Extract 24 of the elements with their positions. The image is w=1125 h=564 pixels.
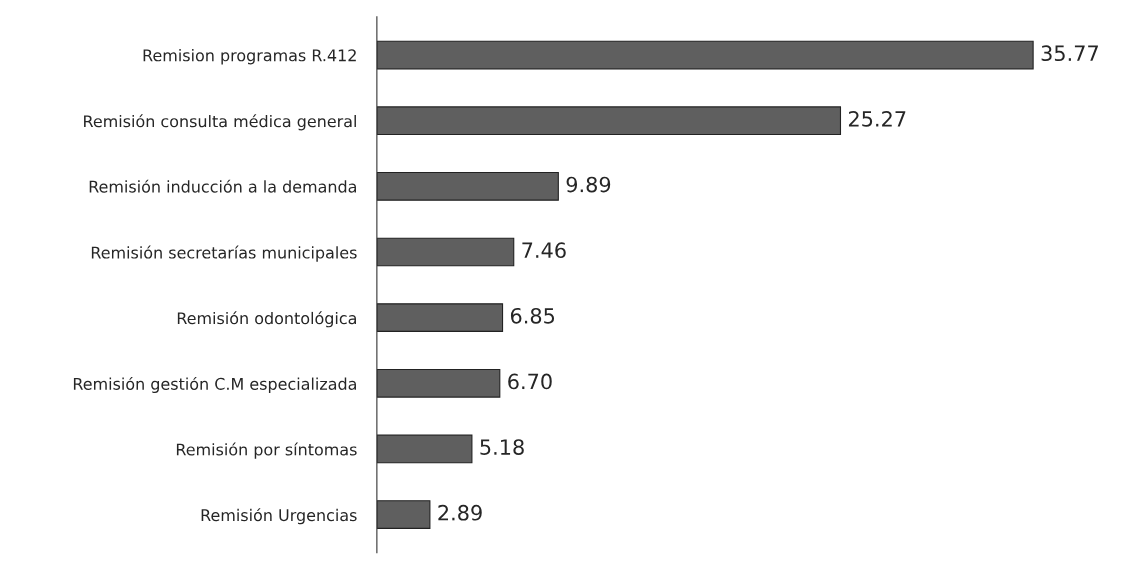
y-tick-label: Remisión inducción a la demanda [89, 179, 356, 193]
bar [376, 237, 515, 267]
data-label: 9.89 [566, 176, 611, 193]
y-tick-label: Remision programas R.412 [143, 48, 356, 65]
data-label: 7.46 [522, 242, 566, 259]
bar [376, 303, 504, 332]
bar [376, 172, 559, 201]
bar [376, 40, 1034, 70]
data-label: 35.77 [1041, 45, 1098, 62]
y-tick-label: Remisión consulta médica general [84, 114, 356, 131]
data-label: 5.18 [480, 439, 524, 455]
y-tick-label: Remisión gestión C.M especializada [73, 376, 356, 393]
y-tick-label: Remisión Urgencias [201, 508, 357, 525]
bar [376, 368, 501, 398]
data-label: 2.89 [438, 504, 482, 521]
data-label: 6.85 [510, 307, 555, 324]
bar [376, 106, 842, 136]
bar [376, 434, 473, 464]
data-label: 25.27 [848, 110, 906, 127]
bar [376, 500, 431, 529]
y-tick-label: Remisión secretarías municipales [91, 245, 357, 262]
data-label: 6.70 [508, 373, 552, 390]
y-tick-label: Remisión odontológica [177, 311, 356, 328]
y-tick-label: Remisión por síntomas [176, 442, 357, 459]
